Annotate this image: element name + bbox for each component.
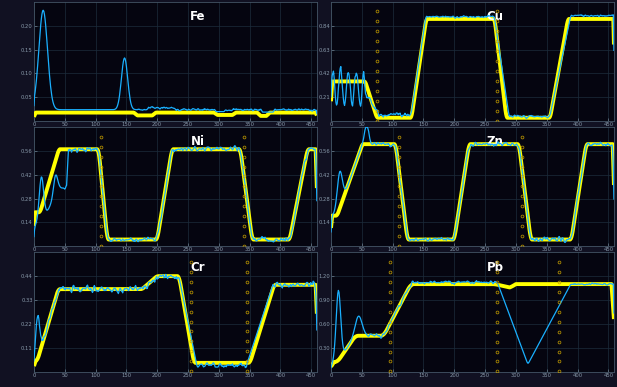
Text: Fe: Fe [190, 10, 206, 23]
Text: Ni: Ni [191, 135, 205, 149]
Text: Pb: Pb [487, 261, 503, 274]
Text: Cr: Cr [191, 261, 205, 274]
Text: Zn: Zn [487, 135, 503, 149]
Text: Cu: Cu [487, 10, 503, 23]
